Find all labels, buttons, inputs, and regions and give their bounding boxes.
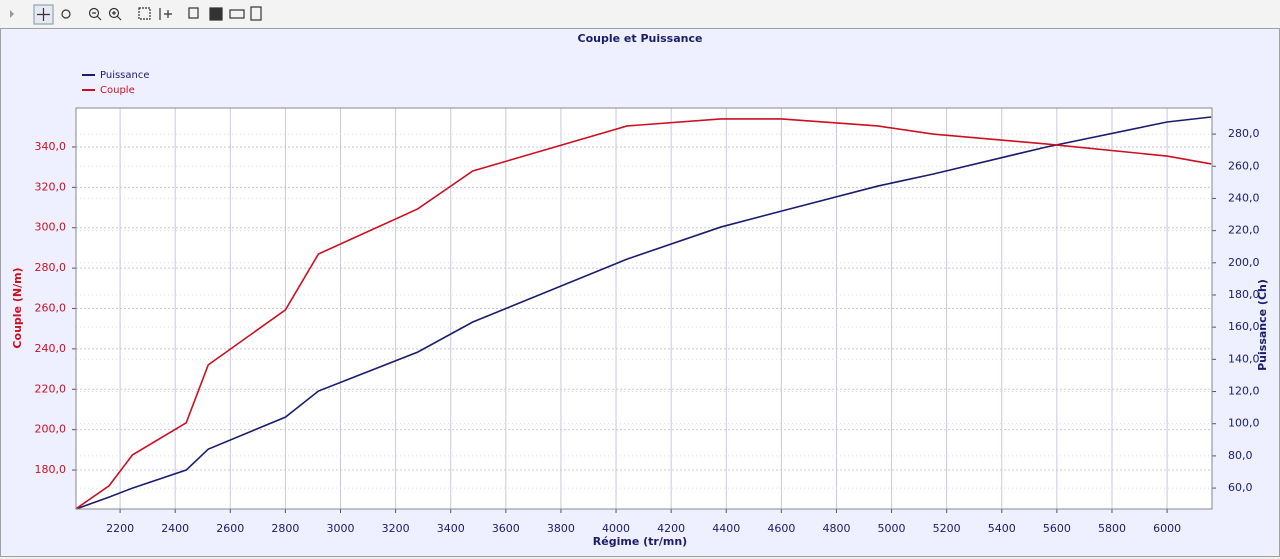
y2-axis-title: Puissance (Ch): [1256, 279, 1269, 371]
legend-label: Couple: [100, 85, 135, 96]
y-tick-label: 240,0: [35, 342, 67, 355]
series-line: [75, 118, 1212, 510]
y-tick-label: 200,0: [35, 423, 67, 436]
preview-icon[interactable]: [250, 6, 262, 21]
y2-tick-label: 220,0: [1228, 224, 1260, 237]
x-tick-label: 4000: [602, 522, 630, 535]
fit-icon[interactable]: [159, 8, 172, 20]
x-tick-label: 4600: [767, 522, 795, 535]
x-tick-label: 4800: [822, 522, 850, 535]
x-tick-label: 2800: [271, 522, 299, 535]
x-tick-label: 3400: [437, 522, 465, 535]
expand-icon[interactable]: [10, 10, 14, 18]
y2-tick-label: 180,0: [1228, 288, 1260, 301]
series-line: [75, 116, 1212, 510]
y2-tick-label: 160,0: [1228, 320, 1260, 333]
zoom-in-icon[interactable]: [108, 7, 120, 19]
y2-tick-label: 120,0: [1228, 385, 1260, 398]
x-tick-label: 5800: [1098, 522, 1126, 535]
y2-tick-label: 140,0: [1228, 352, 1260, 365]
chart-title: Couple et Puissance: [578, 32, 703, 45]
x-tick-label: 2400: [161, 522, 189, 535]
print-icon[interactable]: [229, 9, 245, 19]
x-tick-label: 5400: [988, 522, 1016, 535]
y2-tick-label: 240,0: [1228, 191, 1260, 204]
y-tick-label: 280,0: [35, 261, 67, 274]
y2-tick-label: 80,0: [1228, 449, 1253, 462]
y-axis-title: Couple (N/m): [11, 267, 24, 348]
x-tick-label: 3600: [492, 522, 520, 535]
toolbar-icons: [10, 4, 262, 25]
y2-tick-label: 100,0: [1228, 417, 1260, 430]
y-tick-label: 340,0: [35, 140, 67, 153]
legend-label: Puissance: [100, 70, 150, 81]
x-tick-label: 4200: [657, 522, 685, 535]
x-tick-label: 2200: [106, 522, 134, 535]
y2-tick-label: 60,0: [1228, 481, 1253, 494]
y-tick-label: 300,0: [35, 221, 67, 234]
zoom-out-icon[interactable]: [88, 7, 100, 19]
x-tick-label: 3000: [327, 522, 355, 535]
x-tick-label: 5600: [1043, 522, 1071, 535]
x-tick-label: 5200: [933, 522, 961, 535]
copy-icon[interactable]: [188, 7, 199, 19]
y-tick-label: 220,0: [35, 382, 67, 395]
x-tick-label: 3800: [547, 522, 575, 535]
x-tick-label: 2600: [216, 522, 244, 535]
x-tick-label: 4400: [712, 522, 740, 535]
save-icon[interactable]: [209, 7, 223, 21]
y2-tick-label: 200,0: [1228, 256, 1260, 269]
x-tick-label: 6000: [1153, 522, 1181, 535]
plot-border: [75, 107, 1213, 510]
y2-tick-label: 260,0: [1228, 159, 1260, 172]
y-tick-label: 320,0: [35, 180, 67, 193]
toolbar: [0, 0, 1280, 28]
x-tick-label: 3200: [382, 522, 410, 535]
y-tick-label: 260,0: [35, 302, 67, 315]
x-axis-title: Régime (tr/mn): [593, 535, 687, 548]
x-tick-label: 5000: [878, 522, 906, 535]
y2-tick-label: 280,0: [1228, 127, 1260, 140]
pan-icon: [37, 8, 50, 21]
y-tick-label: 180,0: [35, 463, 67, 476]
zoom-area-icon[interactable]: [61, 9, 71, 19]
select-icon[interactable]: [138, 7, 151, 20]
